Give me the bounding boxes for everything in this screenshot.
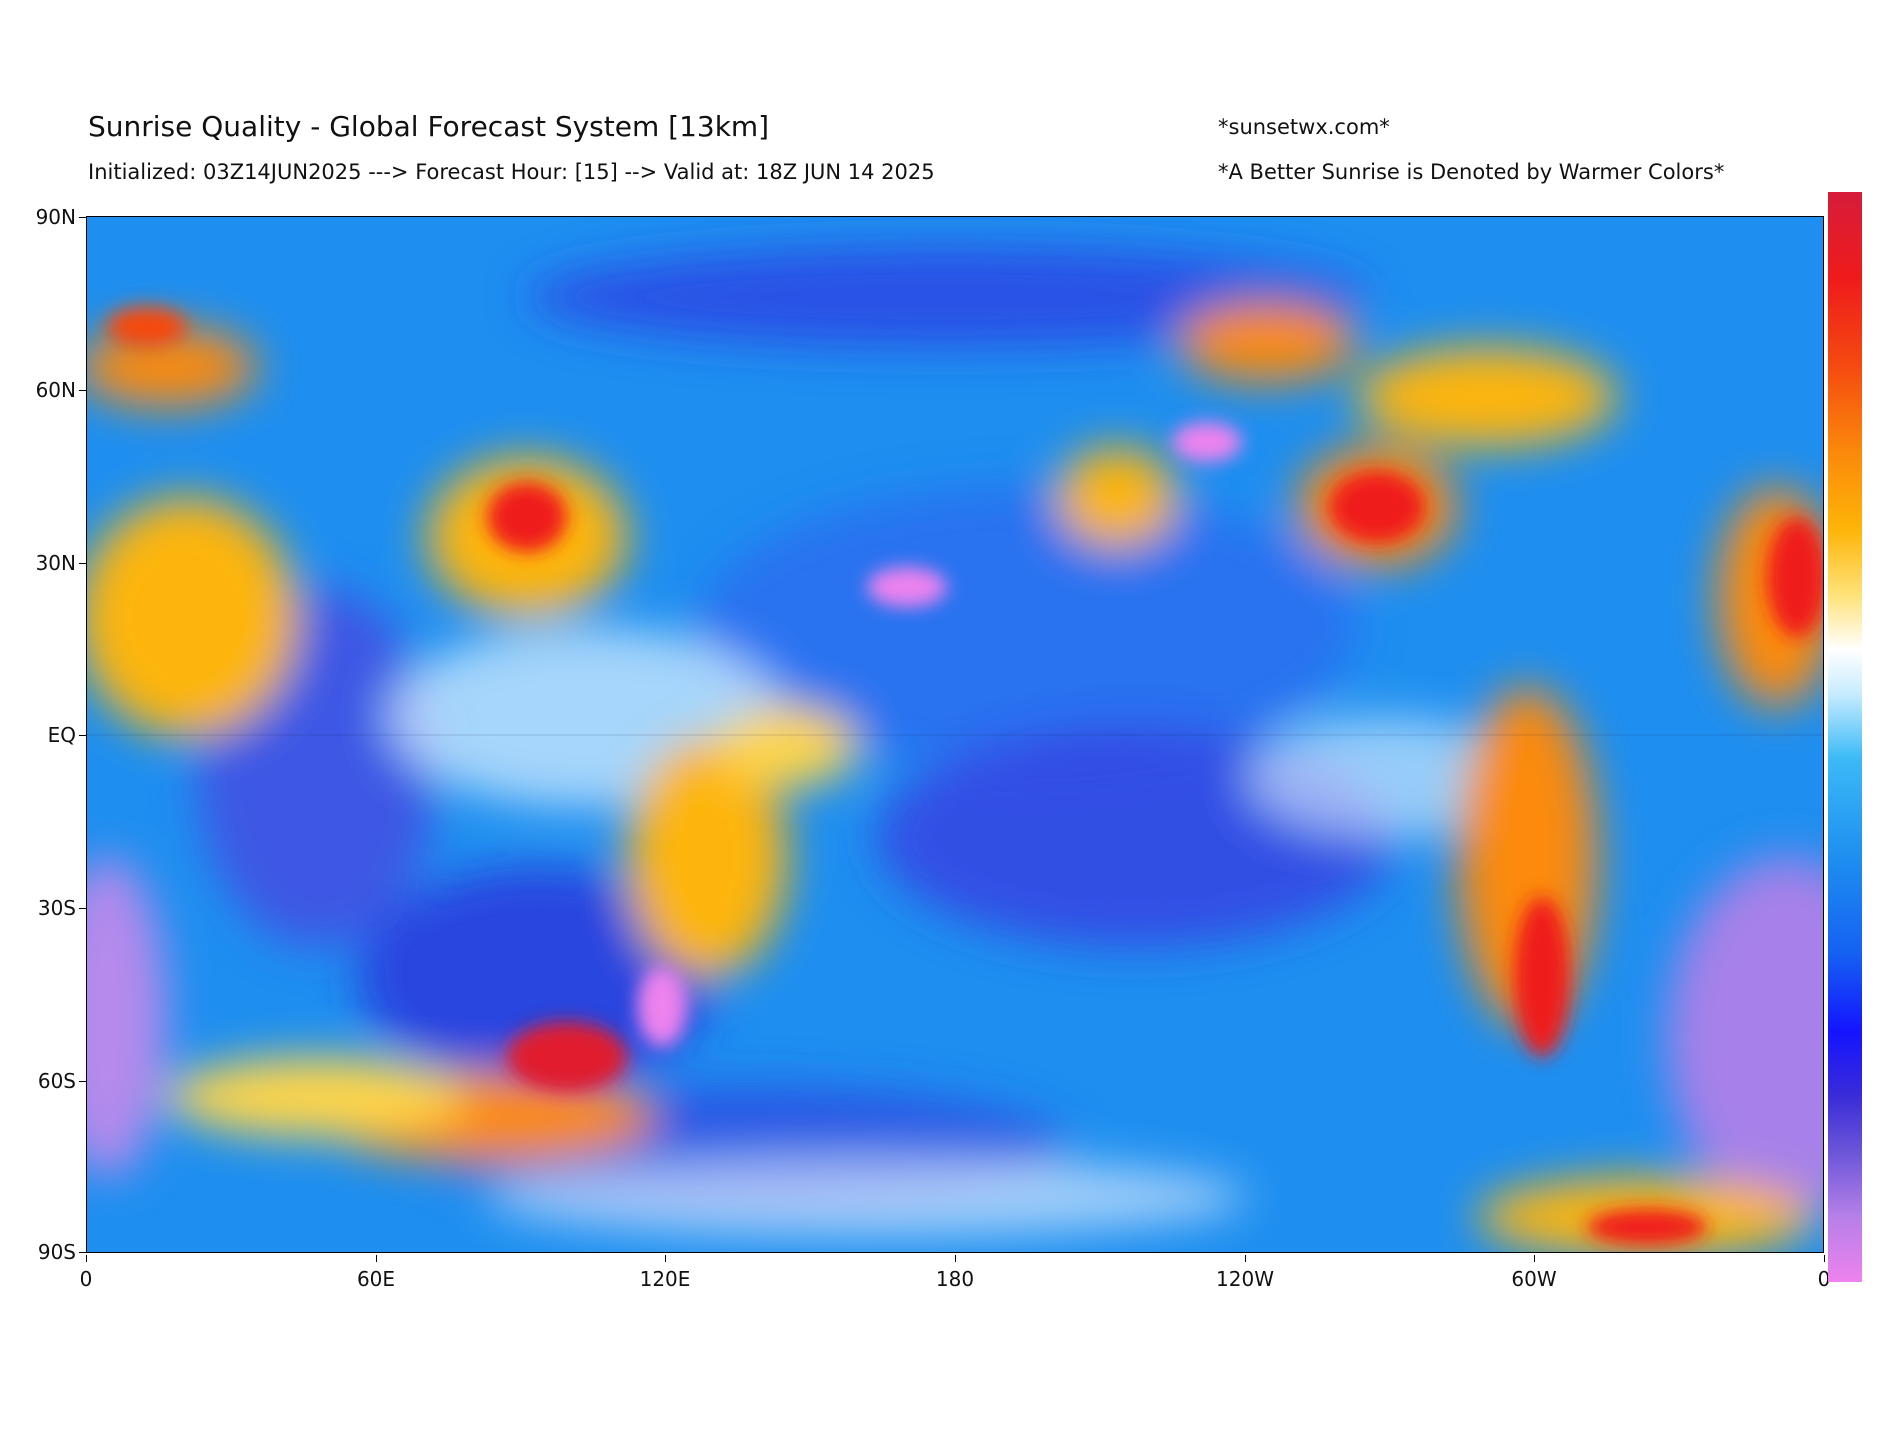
y-tick-30n: 30N xyxy=(0,551,86,575)
map-title: Sunrise Quality - Global Forecast System… xyxy=(88,110,770,143)
x-tick-60e: 60E xyxy=(331,1255,421,1291)
y-tick-30s: 30S xyxy=(0,896,86,920)
y-tick-90n: 90N xyxy=(0,205,86,229)
x-tick-120e: 120E xyxy=(620,1255,710,1291)
map-subtitle: Initialized: 03Z14JUN2025 ---> Forecast … xyxy=(88,160,935,184)
y-tick-60n: 60N xyxy=(0,378,86,402)
y-tick-60s: 60S xyxy=(0,1069,86,1093)
forecast-field xyxy=(87,247,1823,1252)
colorbar xyxy=(1828,192,1862,1282)
x-tick-0-right: 0 xyxy=(1779,1255,1869,1291)
x-tick-180: 180 xyxy=(910,1255,1000,1291)
y-tick-eq: EQ xyxy=(0,723,86,747)
forecast-map xyxy=(86,216,1824,1253)
x-tick-60w: 60W xyxy=(1489,1255,1579,1291)
y-tick-90s: 90S xyxy=(0,1240,86,1264)
site-credit: *sunsetwx.com* xyxy=(1218,115,1390,139)
forecast-hotspots xyxy=(107,307,1823,1245)
x-tick-120w: 120W xyxy=(1200,1255,1290,1291)
color-note: *A Better Sunrise is Denoted by Warmer C… xyxy=(1218,160,1725,184)
x-tick-0: 0 xyxy=(41,1255,131,1291)
